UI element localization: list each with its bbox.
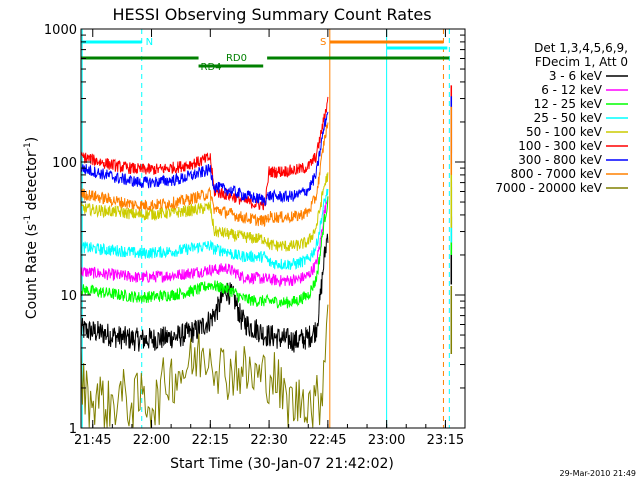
series-line xyxy=(80,233,329,353)
x-tick-label: 22:00 xyxy=(133,433,170,448)
series-line xyxy=(80,196,329,309)
status-bar-label: N xyxy=(146,37,153,48)
legend-entry-label: 25 - 50 keV xyxy=(534,111,603,125)
series-line xyxy=(80,188,329,271)
series-line xyxy=(80,96,329,211)
generation-timestamp: 29-Mar-2010 21:49 xyxy=(560,469,637,478)
chart-title: HESSI Observing Summary Count Rates xyxy=(112,5,431,24)
status-bar-label: S xyxy=(320,37,326,48)
x-tick-label: 23:00 xyxy=(368,433,405,448)
status-bar-label: RD4 xyxy=(201,62,222,73)
series-line xyxy=(80,304,329,428)
series-line xyxy=(80,172,329,252)
series-line xyxy=(80,196,329,288)
status-bar-label: RD0 xyxy=(226,53,247,64)
legend-entry-label: 300 - 800 keV xyxy=(518,153,602,167)
x-tick-label: 22:45 xyxy=(309,433,346,448)
plot-area: N S RD0 RD4 xyxy=(80,29,453,428)
legend-entry-label: 3 - 6 keV xyxy=(549,69,603,83)
legend-entry-label: 50 - 100 keV xyxy=(526,125,603,139)
x-tick-label: 23:15 xyxy=(427,433,464,448)
legend-entry-label: 12 - 25 keV xyxy=(534,97,603,111)
legend: Det 1,3,4,5,6,9, FDecim 1, Att 0 3 - 6 k… xyxy=(495,41,628,195)
legend-entry-label: 100 - 300 keV xyxy=(518,139,602,153)
legend-title-line: Det 1,3,4,5,6,9, xyxy=(534,41,628,55)
x-tick-label: 22:30 xyxy=(250,433,287,448)
y-tick-label: 10 xyxy=(60,289,77,304)
legend-entry-label: 7000 - 20000 keV xyxy=(495,181,602,195)
x-tick-label: 21:45 xyxy=(74,433,111,448)
plot-frame xyxy=(80,28,466,429)
y-axis-label: Count Rate (s-1 detector-1) xyxy=(23,137,40,319)
axes: 21:45 22:00 22:15 22:30 22:45 23:00 23:15 1 10 10… xyxy=(44,23,466,448)
series-line xyxy=(80,111,329,206)
y-tick-label: 1000 xyxy=(44,23,77,38)
x-tick-label: 22:15 xyxy=(192,433,229,448)
x-axis-label: Start Time (30-Jan-07 21:42:02) xyxy=(170,456,394,472)
legend-entry-label: 800 - 7000 keV xyxy=(511,167,603,181)
series-line xyxy=(80,122,329,227)
y-tick-label: 100 xyxy=(52,156,77,171)
legend-title-line: FDecim 1, Att 0 xyxy=(535,55,628,69)
legend-entry-label: 6 - 12 keV xyxy=(541,83,603,97)
y-tick-label: 1 xyxy=(69,422,77,437)
